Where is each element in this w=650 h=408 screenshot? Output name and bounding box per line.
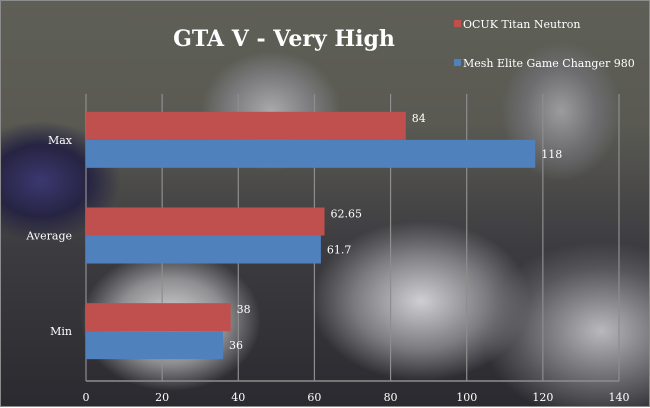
bar-mesh (86, 139, 536, 168)
category-label: Average (25, 230, 72, 243)
x-tick-label: 20 (155, 391, 169, 404)
bar-mesh (86, 235, 321, 264)
data-label: 36 (229, 339, 243, 352)
category-label: Max (48, 134, 73, 147)
legend: OCUK Titan Neutron Mesh Elite Game Chang… (454, 18, 635, 70)
chart-title: GTA V - Very High (173, 26, 395, 52)
data-label: 118 (541, 148, 562, 161)
x-tick-label: 120 (532, 391, 553, 404)
x-tick-label: 40 (231, 391, 245, 404)
legend-swatch-ocuk (454, 20, 461, 27)
category-label: Min (50, 325, 72, 338)
x-tick-label: 80 (384, 391, 398, 404)
legend-label-ocuk: OCUK Titan Neutron (463, 18, 580, 31)
data-label: 61.7 (327, 244, 352, 257)
x-tick-label: 100 (456, 391, 477, 404)
legend-swatch-mesh (454, 59, 461, 66)
x-tick-label: 60 (307, 391, 321, 404)
bar-ocuk (86, 111, 406, 140)
legend-label-mesh: Mesh Elite Game Changer 980 (463, 57, 635, 70)
bar-ocuk (86, 207, 325, 236)
data-label: 62.65 (331, 208, 363, 221)
bar-mesh (86, 331, 224, 360)
data-label: 38 (237, 303, 251, 316)
x-tick-label: 0 (83, 391, 90, 404)
x-tick-label: 140 (609, 391, 630, 404)
bar-ocuk (86, 303, 231, 332)
data-label: 84 (412, 112, 426, 125)
